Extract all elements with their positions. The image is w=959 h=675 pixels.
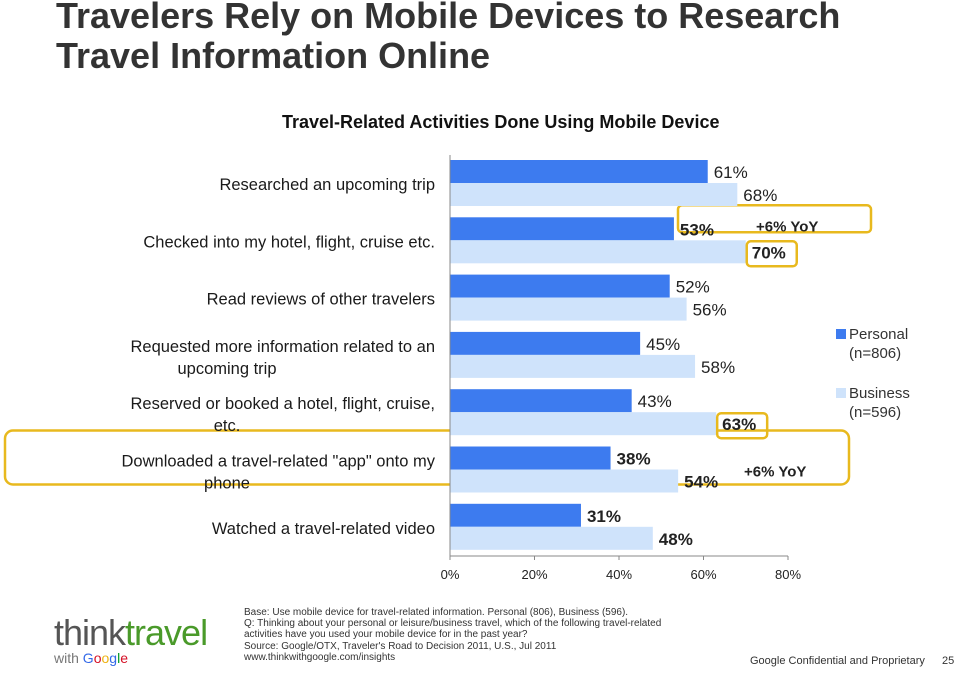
bar-business [450,354,696,378]
bar-business [450,469,679,493]
logo-google-letter: g [109,650,118,666]
data-label: 61% [714,163,748,182]
logo-google-letter: l [117,650,121,666]
category-label: upcoming trip [177,360,276,378]
logo-google-letter: G [82,650,94,666]
data-label: 48% [659,530,693,549]
chart-title: Travel-Related Activities Done Using Mob… [282,112,720,132]
highlight-callout-checkin [676,204,873,234]
logo-with: with [54,650,79,666]
category-label: Requested more information related to an [130,338,435,356]
category-label: etc. [214,417,241,435]
x-tick-label: 0% [441,567,460,582]
bar-personal [450,503,581,527]
data-label: 43% [638,392,672,411]
legend-personal-n: (n=806) [849,345,902,362]
footer-question-1: Q: Thinking about your personal or leisu… [244,618,662,630]
bar-business [450,183,738,206]
category-label: Reserved or booked a hotel, flight, crui… [130,395,435,413]
think-travel-logo: thinktravel with Google [54,612,208,667]
data-label: 56% [693,301,727,320]
x-tick-label: 40% [606,567,632,582]
highlight-box-value [715,411,769,440]
data-label: 31% [587,507,621,526]
footer-base: Base: Use mobile device for travel-relat… [244,607,629,618]
x-tick-label: 60% [690,567,716,582]
footer-notes: Base: Use mobile device for travel-relat… [244,607,744,663]
bar-business [450,412,717,436]
footer-url: www.thinkwithgoogle.com/insights [244,651,396,663]
logo-travel: travel [125,612,208,653]
logo-google-letter: e [120,650,128,666]
bar-business [450,240,746,264]
footer-source: Source: Google/OTX, Traveler's Road to D… [244,640,557,652]
legend-business-label: Business [849,385,910,402]
data-label: 45% [646,335,680,354]
data-label: 52% [676,278,710,297]
footer-question-2: activities have you used your mobile dev… [244,629,528,641]
x-tick-label: 20% [521,567,547,582]
category-label: phone [204,475,250,493]
legend-business-swatch [836,388,846,398]
slide-title: Travelers Rely on Mobile Devices to Rese… [56,0,841,76]
bar-chart: 61% 68% Researched an upcoming trip 53% 70% C… [3,155,873,582]
data-label: 53% [680,220,714,239]
logo-think: think [54,612,126,653]
legend-personal-swatch [836,329,846,339]
yoy-annotation: +6% YoY [744,464,806,481]
bar-personal [450,160,708,183]
category-label: Checked into my hotel, flight, cruise et… [143,233,435,251]
bar-personal [450,217,674,241]
confidential-notice: Google Confidential and Proprietary [750,655,925,667]
x-tick-label: 80% [775,567,801,582]
page-number: 25 [942,655,955,667]
logo-google-letter: o [93,650,102,666]
data-label: 58% [701,358,735,377]
data-label: 54% [684,473,718,492]
category-label: Watched a travel-related video [212,520,435,538]
highlight-frame-app-row [3,429,851,486]
category-label: Downloaded a travel-related "app" onto m… [122,453,436,471]
data-label: 63% [722,415,756,434]
data-label: 38% [617,450,651,469]
data-label: 68% [743,186,777,205]
data-label: 70% [752,243,786,262]
highlight-box-value [745,240,798,268]
logo-google-letter: o [101,650,110,666]
yoy-annotation: +6% YoY [756,218,818,235]
logo-google: Google [83,650,128,666]
bar-personal [450,274,670,298]
bar-business [450,526,653,550]
legend-personal-label: Personal [849,326,909,343]
category-label: Read reviews of other travelers [207,291,435,309]
legend-business-n: (n=596) [849,404,902,421]
bar-personal [450,446,611,470]
bar-personal [450,389,632,413]
category-label: Researched an upcoming trip [219,176,435,194]
bar-business [450,297,687,321]
bar-personal [450,331,641,355]
